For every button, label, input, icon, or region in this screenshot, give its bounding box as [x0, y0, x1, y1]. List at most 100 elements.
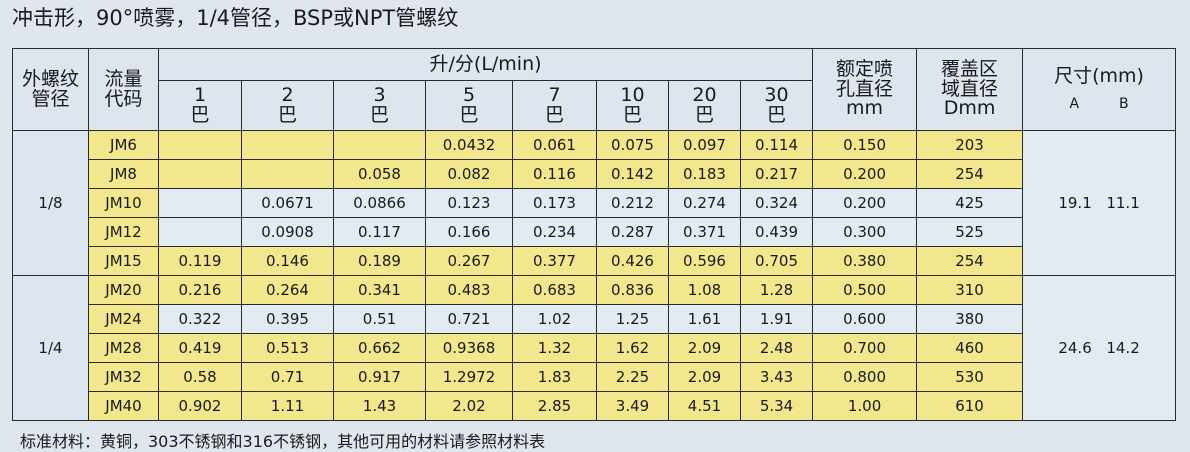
cell: 2.09 [668, 362, 741, 392]
pressure-header: 30 巴 [739, 80, 814, 131]
dimensions: 19.1 11.1 [1022, 130, 1177, 276]
footer-note: 标准材料：黄铜，303不锈钢和316不锈钢，其他可用的材料请参照材料表 [20, 432, 546, 451]
flow-code: JM15 [88, 246, 159, 276]
flow-code: JM6 [88, 130, 159, 160]
pressure-value: 2 [281, 83, 294, 106]
cell: 0.287 [596, 217, 669, 247]
cell [333, 130, 426, 160]
header-text: 管径 [31, 87, 70, 110]
cell: 0.800 [812, 362, 918, 392]
orifice-header: 额定喷 孔直径 mm [812, 48, 918, 131]
cell: 0.721 [425, 304, 513, 334]
cell: 0.200 [812, 159, 918, 189]
dimensions: 24.6 14.2 [1022, 275, 1177, 421]
cell [241, 130, 334, 160]
header-text: 流量 [104, 67, 143, 90]
coverage-header: 覆盖区 域直径 Dmm [916, 48, 1024, 131]
cell: 0.377 [512, 246, 597, 276]
thread-size: 1/8 [12, 130, 89, 276]
cell: 0.700 [812, 333, 918, 363]
cell: 0.189 [333, 246, 426, 276]
cell: 525 [916, 217, 1024, 247]
cell: 425 [916, 188, 1024, 218]
cell: 0.419 [158, 333, 242, 363]
cell: 0.0432 [425, 130, 513, 160]
nozzle-table: 外螺纹 管径 流量 代码 升/分(L/min) 额定喷 孔直径 mm 覆盖区 域直径 Dmm 尺寸(m… [12, 48, 1177, 421]
cell: 2.85 [512, 391, 597, 421]
cell: 0.212 [596, 188, 669, 218]
header-text: A [1069, 95, 1080, 112]
data-row: JM12 0.0908 0.117 0.166 0.234 0.287 0.371 0.439… [13, 217, 1176, 247]
cell: 5.34 [739, 391, 814, 421]
cell: 310 [916, 275, 1024, 305]
cell: 254 [916, 159, 1024, 189]
cell: 0.216 [158, 275, 242, 305]
cell: 0.324 [739, 188, 814, 218]
header-row: 1 巴 2 巴 3 巴 5 巴 7 巴 10 巴 20 巴 30 巴 [13, 80, 1176, 131]
cell: 1.28 [739, 275, 814, 305]
flow-header: 升/分(L/min) [157, 48, 814, 81]
data-row: JM10 0.0671 0.0866 0.123 0.173 0.212 0.274 0.32… [13, 188, 1176, 218]
cell: 0.371 [668, 217, 741, 247]
cell: 0.322 [158, 304, 242, 334]
cell: 203 [916, 130, 1024, 160]
cell: 0.274 [668, 188, 741, 218]
cell: 1.83 [512, 362, 597, 392]
cell: 0.395 [241, 304, 334, 334]
flow-code: JM24 [88, 304, 159, 334]
cell: 0.300 [812, 217, 918, 247]
cell: 0.596 [668, 246, 741, 276]
cell: 380 [916, 304, 1024, 334]
pressure-value: 30 [764, 83, 789, 106]
dimension-a: 24.6 [1058, 339, 1092, 357]
cell: 0.234 [512, 217, 597, 247]
data-row: JM28 0.419 0.513 0.662 0.9368 1.32 1.62 2.09 2.4… [13, 333, 1176, 363]
flow-code: JM10 [88, 188, 159, 218]
header-text: 域直径 [941, 77, 999, 100]
data-row: JM40 0.902 1.11 1.43 2.02 2.85 3.49 4.51 5.34 1.0… [13, 391, 1176, 421]
header-row: 外螺纹 管径 流量 代码 升/分(L/min) 额定喷 孔直径 mm 覆盖区 域直径 Dmm 尺寸(m… [12, 48, 1177, 131]
flow-code: JM20 [88, 275, 159, 305]
cell: 1.2972 [425, 362, 513, 392]
thread-size: 1/4 [12, 275, 89, 421]
cell [158, 159, 242, 189]
pressure-value: 1 [193, 83, 207, 106]
cell: 0.097 [668, 130, 741, 160]
code-header: 流量 代码 [88, 48, 159, 131]
cell: 0.217 [739, 159, 814, 189]
cell: 1.25 [596, 304, 669, 334]
cell: 1.91 [739, 304, 814, 334]
cell: 0.380 [812, 246, 918, 276]
cell: 1.02 [512, 304, 597, 334]
pressure-value: 10 [620, 83, 645, 106]
pressure-unit: 巴 [622, 103, 642, 126]
pressure-unit: 巴 [459, 103, 479, 126]
cell: 0.0908 [241, 217, 334, 247]
cell: 0.51 [333, 304, 426, 334]
dimension-b: 11.1 [1106, 194, 1140, 212]
cell: 0.058 [333, 159, 426, 189]
flow-code: JM40 [88, 391, 159, 421]
pressure-unit: 巴 [277, 103, 297, 126]
pressure-header: 10 巴 [596, 80, 669, 131]
pressure-unit: 巴 [369, 103, 389, 126]
cell: 2.25 [596, 362, 669, 392]
cell: 0.662 [333, 333, 426, 363]
cell: 0.9368 [425, 333, 513, 363]
cell: 0.836 [596, 275, 669, 305]
cell: 4.51 [668, 391, 741, 421]
title: 冲击形，90°喷雾，1/4管径，BSP或NPT管螺纹 [12, 6, 459, 30]
header-text: 孔直径 [836, 77, 894, 100]
cell: 0.439 [739, 217, 814, 247]
cell: 0.119 [158, 246, 242, 276]
pressure-value: 7 [548, 83, 561, 106]
data-row: 1/8 JM6 0.0432 0.061 0.075 0.097 0.114 0.150 203… [12, 130, 1177, 276]
pressure-unit: 巴 [544, 103, 564, 126]
dimension-b: 14.2 [1106, 339, 1140, 357]
cell: 2.09 [668, 333, 741, 363]
